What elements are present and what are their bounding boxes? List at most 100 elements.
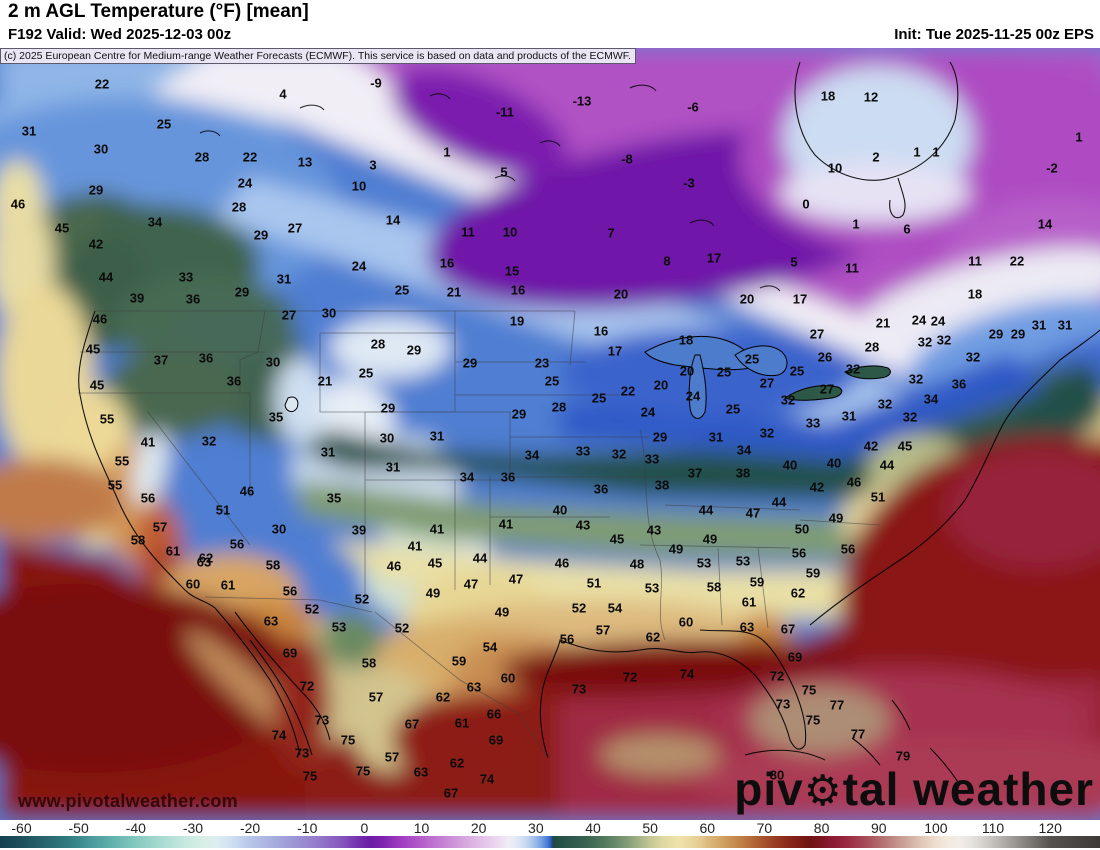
temp-label: 16 (593, 323, 609, 339)
temp-label: 1 (913, 144, 921, 160)
colorbar-tick-label: 30 (528, 820, 544, 836)
temp-label: 17 (607, 343, 623, 359)
temp-label: 54 (607, 600, 623, 616)
gear-icon: ⚙ (803, 767, 843, 814)
temp-label: 11 (968, 253, 982, 269)
temp-label: 51 (870, 489, 886, 505)
temp-label: 59 (805, 565, 821, 581)
temp-label: 74 (271, 727, 287, 743)
colorbar-tick-label: 100 (924, 820, 948, 836)
temp-label: 40 (552, 502, 568, 518)
temp-label: 75 (340, 732, 356, 748)
temp-label: 53 (696, 555, 712, 571)
logo-text-left: piv (734, 763, 804, 815)
temp-label: 28 (551, 399, 567, 415)
temp-label: 73 (571, 681, 587, 697)
temp-label: 44 (472, 550, 488, 566)
temp-label: 32 (780, 392, 796, 408)
temp-label: 20 (653, 377, 669, 393)
temp-label: 43 (646, 522, 662, 538)
temp-label: 40 (826, 455, 842, 471)
temp-label: 24 (640, 404, 656, 420)
temp-label: 30 (265, 354, 281, 370)
colorbar-tick-label: 0 (360, 820, 369, 836)
temp-label: 69 (282, 645, 298, 661)
temp-label: 44 (771, 494, 787, 510)
temp-label: 53 (644, 580, 660, 596)
temp-label: 73 (775, 696, 791, 712)
temp-label: 28 (370, 336, 386, 352)
temp-label: 39 (351, 522, 367, 538)
temp-label: 22 (620, 383, 636, 399)
temp-label: 24 (930, 313, 946, 329)
temp-label: 34 (524, 447, 540, 463)
temp-label: 47 (745, 505, 761, 521)
temp-label: 25 (156, 116, 172, 132)
temp-label: 55 (114, 453, 130, 469)
temp-label: 52 (354, 591, 370, 607)
temp-label: 58 (361, 655, 377, 671)
temp-label: 59 (749, 574, 765, 590)
temp-label: 32 (201, 433, 217, 449)
colorbar-gradient (0, 836, 1100, 848)
temp-label: 74 (479, 771, 495, 787)
temp-label: 42 (809, 479, 825, 495)
temp-label: 11 (845, 260, 859, 276)
temp-label: 62 (198, 550, 214, 566)
temp-label: 61 (220, 577, 236, 593)
temp-label: 69 (488, 732, 504, 748)
temp-label: 80 (769, 767, 785, 783)
temp-label: 28 (194, 149, 210, 165)
temp-label: 25 (358, 365, 374, 381)
temp-label: 25 (591, 390, 607, 406)
temp-label: 29 (406, 342, 422, 358)
temp-label: -13 (572, 93, 592, 109)
temp-label: 24 (237, 175, 253, 191)
temp-label: 75 (805, 712, 821, 728)
temp-label: -11 (495, 104, 515, 120)
temp-label: 73 (294, 745, 310, 761)
temp-label: 25 (744, 351, 760, 367)
temp-label: 16 (439, 255, 455, 271)
temp-label: 32 (936, 332, 952, 348)
temp-label: 63 (196, 554, 212, 570)
temp-label: 53 (735, 553, 751, 569)
temp-label: 74 (679, 666, 695, 682)
temp-label: 40 (782, 457, 798, 473)
temp-label: 46 (10, 196, 26, 212)
temp-label: 31 (385, 459, 401, 475)
colorbar-tick-label: -10 (297, 820, 318, 836)
temp-label: 44 (698, 502, 714, 518)
temp-label: 56 (559, 631, 575, 647)
temp-label: 32 (902, 409, 918, 425)
temp-label: 24 (911, 312, 927, 328)
temp-label: 43 (575, 517, 591, 533)
temp-label: 21 (317, 373, 333, 389)
temp-label: 53 (331, 619, 347, 635)
temp-label: 66 (486, 706, 502, 722)
temp-label: 58 (706, 579, 722, 595)
temp-label: 35 (326, 490, 342, 506)
temp-label: 1 (443, 144, 451, 160)
temp-label: 0 (802, 196, 810, 212)
temp-label: 3 (369, 157, 377, 173)
temp-label: 56 (791, 545, 807, 561)
temp-label: 47 (463, 576, 479, 592)
temp-label: 15 (504, 263, 520, 279)
temp-label: 31 (276, 271, 292, 287)
temp-label: 50 (794, 521, 810, 537)
temp-label: 32 (965, 349, 981, 365)
temp-label: 32 (917, 334, 933, 350)
temp-label: 27 (819, 381, 835, 397)
temp-label: 22 (242, 149, 258, 165)
temp-label: 32 (908, 371, 924, 387)
temp-label: 30 (93, 141, 109, 157)
temp-label: 42 (863, 438, 879, 454)
colorbar-tick-label: 60 (699, 820, 716, 836)
temp-label: 31 (841, 408, 857, 424)
temp-label: 25 (716, 364, 732, 380)
temp-label: 5 (500, 164, 508, 180)
temp-label: 44 (98, 269, 114, 285)
colorbar-tick-label: -20 (239, 820, 261, 836)
colorbar-tick-label: 40 (585, 820, 601, 836)
